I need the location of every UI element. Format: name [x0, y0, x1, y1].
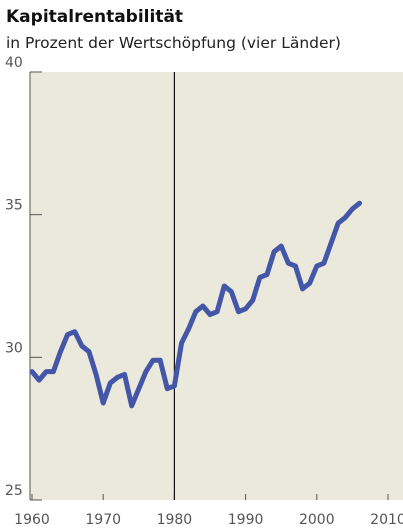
y-tick-label: 25: [5, 483, 23, 499]
x-tick-label: 2000: [299, 512, 335, 528]
x-tick-label: 1990: [228, 512, 264, 528]
y-tick-label: 30: [5, 340, 23, 356]
y-tick-label: 35: [5, 198, 23, 214]
data-line: [29, 200, 363, 409]
x-tick-label: 1980: [157, 512, 193, 528]
x-tick-label: 1960: [14, 512, 50, 528]
plot-background: [30, 72, 403, 500]
chart-title: Kapitalrentabilität: [6, 7, 183, 27]
y-tick-label: 40: [5, 55, 23, 71]
x-tick-label: 1970: [85, 512, 121, 528]
x-tick-label: 2010: [370, 512, 403, 528]
chart-subtitle: in Prozent der Wertschöpfung (vier Lände…: [6, 34, 341, 52]
